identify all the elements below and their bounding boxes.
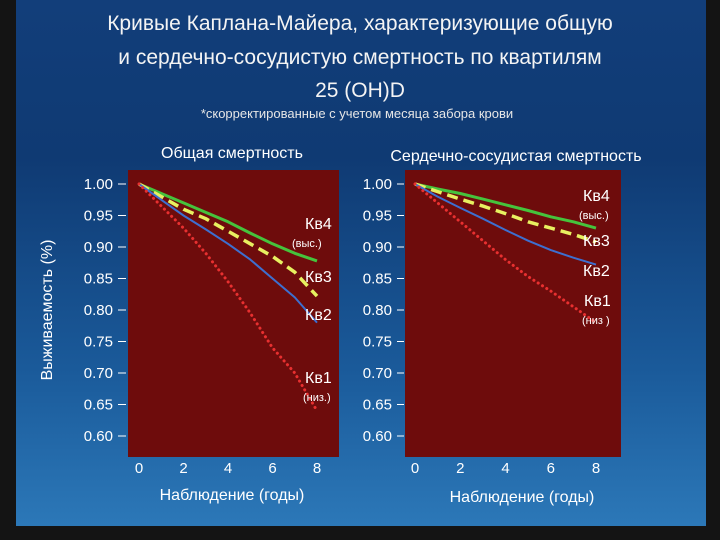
y-tick-labels: 1.00 0.95 0.90 0.85 0.80 0.75 0.70 0.65 0.60 <box>363 176 404 445</box>
y-tick-labels: 1.00 0.95 0.90 0.85 0.80 0.75 0.70 0.65 0.60 <box>84 176 126 445</box>
series-labels: Кв4 (выс.) Кв3 Кв2 Кв1 (низ.) <box>292 216 332 404</box>
chart-cardiovascular-mortality: Сердечно-сосудистая смертность 1.00 0.95 0… <box>363 148 642 506</box>
chart-title: Сердечно-сосудистая смертность <box>390 148 641 165</box>
right-border <box>706 0 720 540</box>
series-label-q4: Кв4 <box>583 188 610 205</box>
y-tick-label: 0.70 <box>84 365 113 382</box>
series-label-q3: Кв3 <box>305 269 332 286</box>
series-line-q3 <box>138 182 319 298</box>
y-tick-label: 0.90 <box>363 239 392 256</box>
y-tick-label: 0.75 <box>84 334 113 351</box>
y-tick-label: 0.95 <box>363 208 392 225</box>
slide-title-line-1: Кривые Каплана-Майера, характеризующие о… <box>107 12 613 35</box>
bottom-border <box>0 526 720 540</box>
slide-subtitle: *скорректированные с учетом месяца забор… <box>201 106 513 121</box>
series-line-q4 <box>414 182 597 230</box>
series-line-q1 <box>137 182 319 413</box>
x-tick-label: 2 <box>179 460 187 477</box>
x-tick-label: 0 <box>135 460 143 477</box>
y-tick-label: 0.95 <box>84 208 113 225</box>
y-tick-label: 1.00 <box>363 176 392 193</box>
slide-title-line-2: и сердечно-сосудистую смертность по квар… <box>118 46 601 69</box>
y-tick-label: 0.65 <box>363 397 392 414</box>
x-tick-label: 4 <box>501 460 509 477</box>
y-tick-label: 0.70 <box>363 365 392 382</box>
x-axis-label: Наблюдение (годы) <box>160 487 305 504</box>
slide-title-line-3: 25 (OH)D <box>315 79 405 102</box>
plot-area <box>128 170 339 457</box>
x-tick-label: 6 <box>268 460 276 477</box>
series-label-q4: Кв4 <box>305 216 332 233</box>
y-tick-label: 0.90 <box>84 239 113 256</box>
x-tick-labels: 0 2 4 6 8 <box>411 460 600 477</box>
series-lines <box>413 182 598 325</box>
series-label-q1: Кв1 <box>584 293 611 310</box>
series-label-q2: Кв2 <box>583 263 610 280</box>
x-tick-label: 8 <box>592 460 600 477</box>
series-line-q2 <box>138 183 318 324</box>
x-axis-label: Наблюдение (годы) <box>450 489 595 506</box>
x-tick-label: 0 <box>411 460 419 477</box>
y-tick-label: 0.85 <box>84 271 113 288</box>
chart-title: Общая смертность <box>161 145 303 162</box>
series-line-q2 <box>414 183 597 266</box>
y-tick-label: 0.60 <box>84 428 113 445</box>
x-tick-label: 6 <box>547 460 555 477</box>
series-line-q4 <box>138 182 318 263</box>
series-sublabel-q4: (выс.) <box>579 210 609 222</box>
y-tick-label: 0.65 <box>84 397 113 414</box>
series-lines <box>137 182 319 413</box>
x-tick-label: 8 <box>313 460 321 477</box>
y-tick-label: 0.80 <box>84 302 113 319</box>
series-sublabel-q1: (низ.) <box>303 392 331 404</box>
series-line-q3 <box>414 182 597 244</box>
y-tick-label: 0.75 <box>363 334 392 351</box>
y-tick-label: 0.60 <box>363 428 392 445</box>
y-axis-label: Выживаемость (%) <box>39 240 56 381</box>
x-tick-labels: 0 2 4 6 8 <box>135 460 321 477</box>
series-line-q1 <box>413 182 598 325</box>
x-tick-label: 4 <box>224 460 232 477</box>
chart-overall-mortality: Общая смертность Выживаемость (%) 1.00 0.… <box>39 145 339 504</box>
series-label-q2: Кв2 <box>305 307 332 324</box>
series-label-q1: Кв1 <box>305 370 332 387</box>
series-sublabel-q1: (низ ) <box>582 315 610 327</box>
y-tick-label: 0.85 <box>363 271 392 288</box>
y-tick-label: 1.00 <box>84 176 113 193</box>
series-label-q3: Кв3 <box>583 233 610 250</box>
left-border <box>0 0 16 540</box>
series-sublabel-q4: (выс.) <box>292 238 322 250</box>
series-labels: Кв4 (выс.) Кв3 Кв2 Кв1 (низ ) <box>579 188 611 327</box>
y-tick-label: 0.80 <box>363 302 392 319</box>
x-tick-label: 2 <box>456 460 464 477</box>
